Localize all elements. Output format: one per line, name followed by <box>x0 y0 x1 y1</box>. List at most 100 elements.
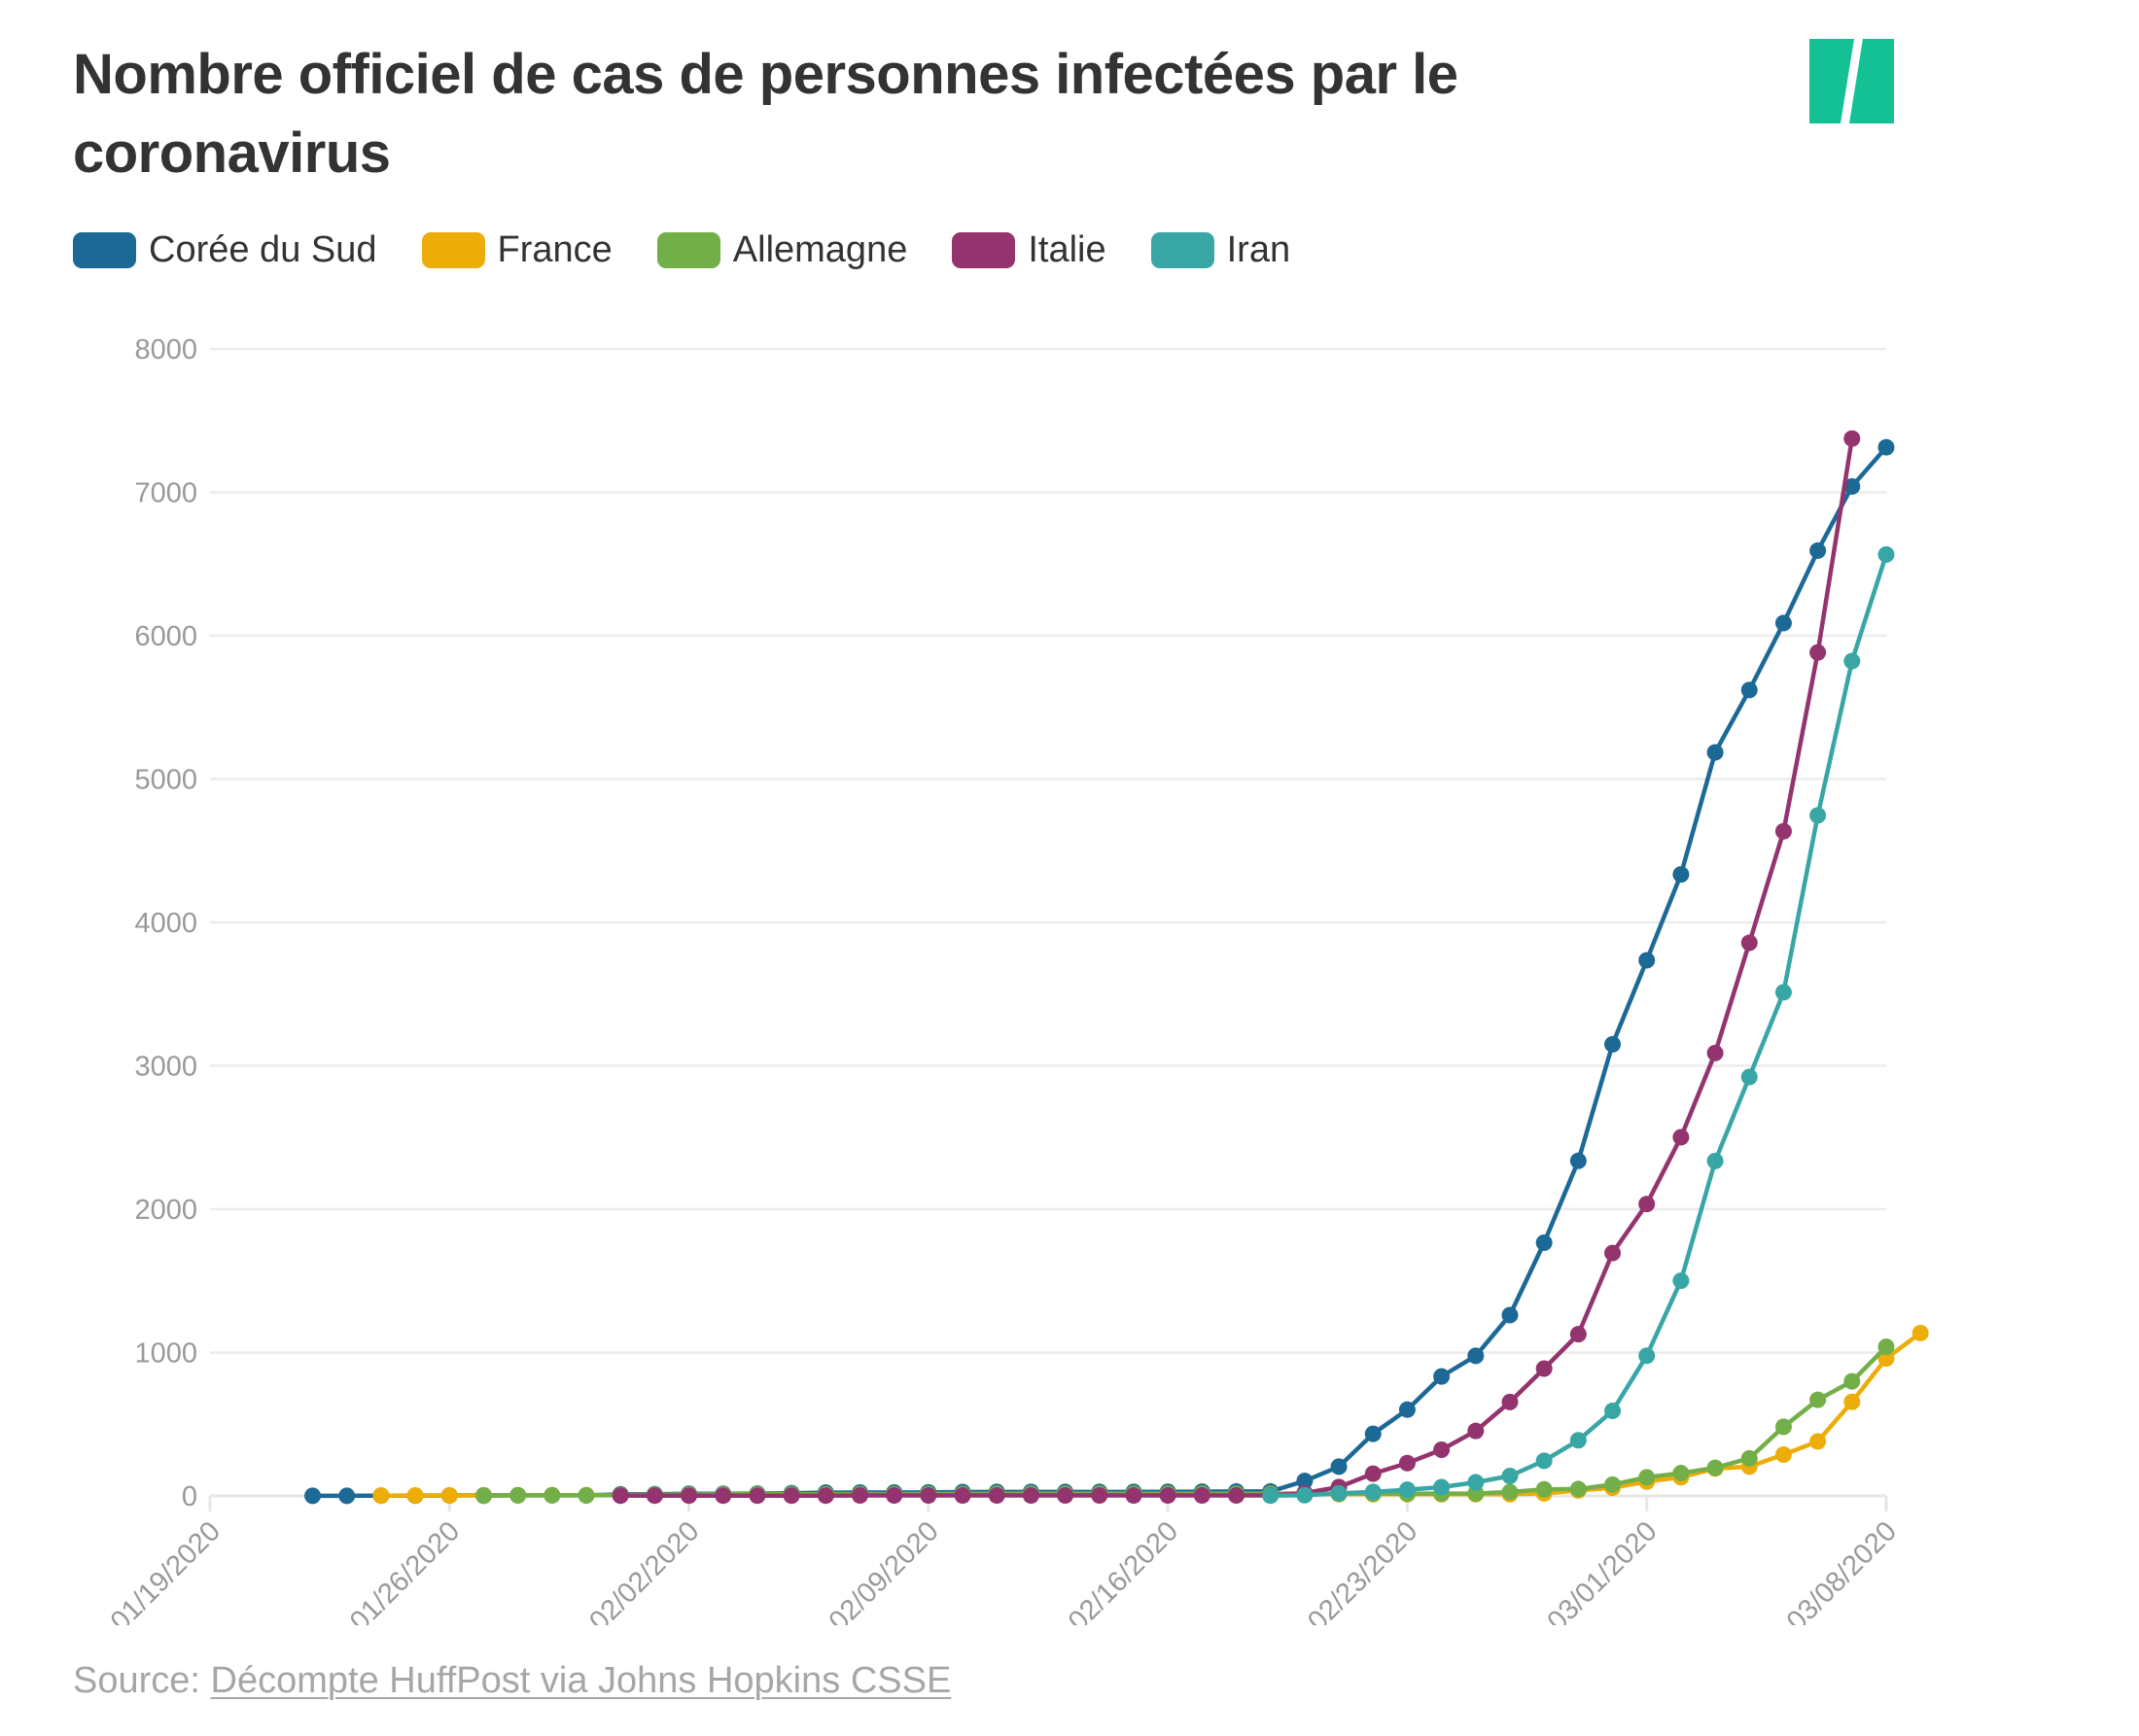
data-point <box>1877 438 1895 456</box>
data-point <box>1911 1324 1929 1341</box>
x-tick-label: 02/09/2020 <box>824 1515 945 1637</box>
legend-swatch <box>656 231 720 268</box>
data-point <box>1501 1306 1519 1324</box>
x-tick-label: 02/16/2020 <box>1063 1515 1184 1637</box>
huffpost-logo-icon <box>1809 39 1894 123</box>
data-point <box>1638 952 1656 969</box>
data-point <box>1398 1481 1416 1499</box>
legend-item-italie[interactable]: Italie <box>952 227 1106 272</box>
legend-label: Allemagne <box>732 229 908 270</box>
data-point <box>1740 1449 1758 1467</box>
source-prefix: Source: <box>73 1660 200 1701</box>
data-point <box>1535 1234 1553 1252</box>
data-point <box>1569 1432 1587 1449</box>
data-point <box>1501 1467 1519 1484</box>
legend-item-allemagne[interactable]: Allemagne <box>656 227 908 272</box>
legend-label: Italie <box>1028 229 1106 270</box>
logo-right-bar <box>1849 39 1894 123</box>
data-point <box>1774 1418 1792 1436</box>
x-tick-label: 01/19/2020 <box>105 1515 227 1637</box>
data-point <box>851 1487 868 1505</box>
data-point <box>1604 1244 1622 1262</box>
legend-label: Corée du Sud <box>149 229 377 270</box>
data-point <box>1774 984 1792 1001</box>
data-point <box>1364 1483 1382 1501</box>
legend-item-iran[interactable]: Iran <box>1150 227 1291 272</box>
data-point <box>1159 1487 1176 1505</box>
data-point <box>612 1487 629 1505</box>
line-chart: 0 1000 2000 3000 4000 5000 6000 7000 8000 01/19/… <box>105 334 1929 1637</box>
y-tick-label: 7000 <box>134 478 197 509</box>
data-point <box>1398 1454 1416 1472</box>
data-point <box>509 1486 527 1504</box>
legend-label: France <box>497 229 613 270</box>
data-point <box>1228 1487 1245 1505</box>
x-axis: 01/19/2020 01/26/2020 02/02/2020 02/09/2020… <box>105 1515 1903 1637</box>
data-point <box>1569 1326 1587 1343</box>
y-axis: 0 1000 2000 3000 4000 5000 6000 7000 8000 <box>134 334 197 1512</box>
legend: Corée du Sud France Allemagne Italie Ira… <box>73 227 1335 272</box>
data-point <box>1740 1068 1758 1086</box>
y-tick-label: 8000 <box>134 334 197 365</box>
data-point <box>646 1487 663 1505</box>
y-tick-label: 2000 <box>134 1195 197 1226</box>
data-point <box>1809 643 1827 661</box>
legend-swatch <box>421 231 485 268</box>
series-line <box>1268 552 1889 1498</box>
data-point <box>783 1487 800 1505</box>
legend-item-france[interactable]: France <box>421 227 613 272</box>
data-point <box>1706 1152 1724 1169</box>
data-point <box>1843 477 1861 495</box>
legend-label: Iran <box>1226 229 1291 270</box>
y-tick-label: 6000 <box>134 621 197 652</box>
data-point <box>817 1487 834 1505</box>
data-point <box>1672 1465 1690 1482</box>
data-point <box>1535 1480 1553 1498</box>
series-line <box>310 444 1889 1499</box>
data-point <box>1330 1458 1348 1476</box>
data-point <box>1535 1452 1553 1470</box>
data-point <box>988 1487 1005 1505</box>
series-allemagne <box>474 1338 1895 1505</box>
series-iran <box>1262 546 1895 1505</box>
data-point <box>1638 1469 1656 1486</box>
data-point <box>1467 1347 1485 1365</box>
data-point <box>1091 1487 1108 1505</box>
data-point <box>749 1487 766 1505</box>
y-tick-label: 3000 <box>134 1052 197 1083</box>
data-point <box>1193 1487 1210 1505</box>
y-tick-label: 0 <box>182 1481 197 1512</box>
data-point <box>1604 1035 1622 1053</box>
data-point <box>304 1487 322 1505</box>
y-tick-label: 4000 <box>134 908 197 939</box>
data-point <box>1740 934 1758 952</box>
data-point <box>1433 1478 1451 1496</box>
data-point <box>1638 1196 1656 1213</box>
data-point <box>1022 1487 1039 1505</box>
data-point <box>1809 807 1827 824</box>
data-point <box>1638 1347 1656 1365</box>
x-tick-label: 01/26/2020 <box>344 1515 466 1637</box>
data-point <box>1877 1350 1895 1368</box>
data-point <box>544 1486 561 1504</box>
data-point <box>1604 1476 1622 1493</box>
source-line: Source: Décompte HuffPost via Johns Hopk… <box>73 1660 951 1702</box>
series-line <box>617 435 1855 1498</box>
data-point <box>1364 1425 1382 1442</box>
x-tick-label: 02/23/2020 <box>1302 1515 1423 1637</box>
data-point <box>1809 542 1827 560</box>
series-italie <box>612 430 1861 1505</box>
legend-swatch <box>73 231 136 268</box>
data-point <box>1877 1338 1895 1356</box>
data-point <box>1706 1459 1724 1476</box>
data-point <box>1706 1044 1724 1061</box>
data-point <box>1877 546 1895 564</box>
legend-item-coree-du-sud[interactable]: Corée du Sud <box>73 227 377 272</box>
legend-swatch <box>1150 231 1214 268</box>
x-tick-label: 03/01/2020 <box>1541 1515 1663 1637</box>
source-link[interactable]: Décompte HuffPost via Johns Hopkins CSSE <box>210 1660 952 1701</box>
data-point <box>1296 1473 1314 1490</box>
data-point <box>1569 1480 1587 1498</box>
data-point <box>1672 1128 1690 1146</box>
data-point <box>1706 744 1724 761</box>
